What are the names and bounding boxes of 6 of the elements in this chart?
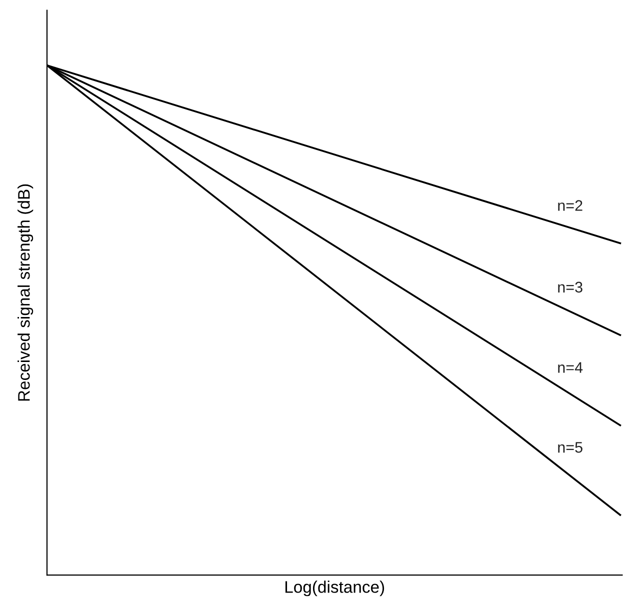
series-label: n=2 (558, 200, 582, 211)
x-axis-title: Log(distance) (285, 580, 384, 596)
y-axis-title: Received signal strength (dB) (18, 184, 34, 401)
series-label: n=3 (558, 282, 582, 293)
series-label: n=4 (558, 362, 583, 373)
series-label: n=5 (558, 442, 582, 453)
